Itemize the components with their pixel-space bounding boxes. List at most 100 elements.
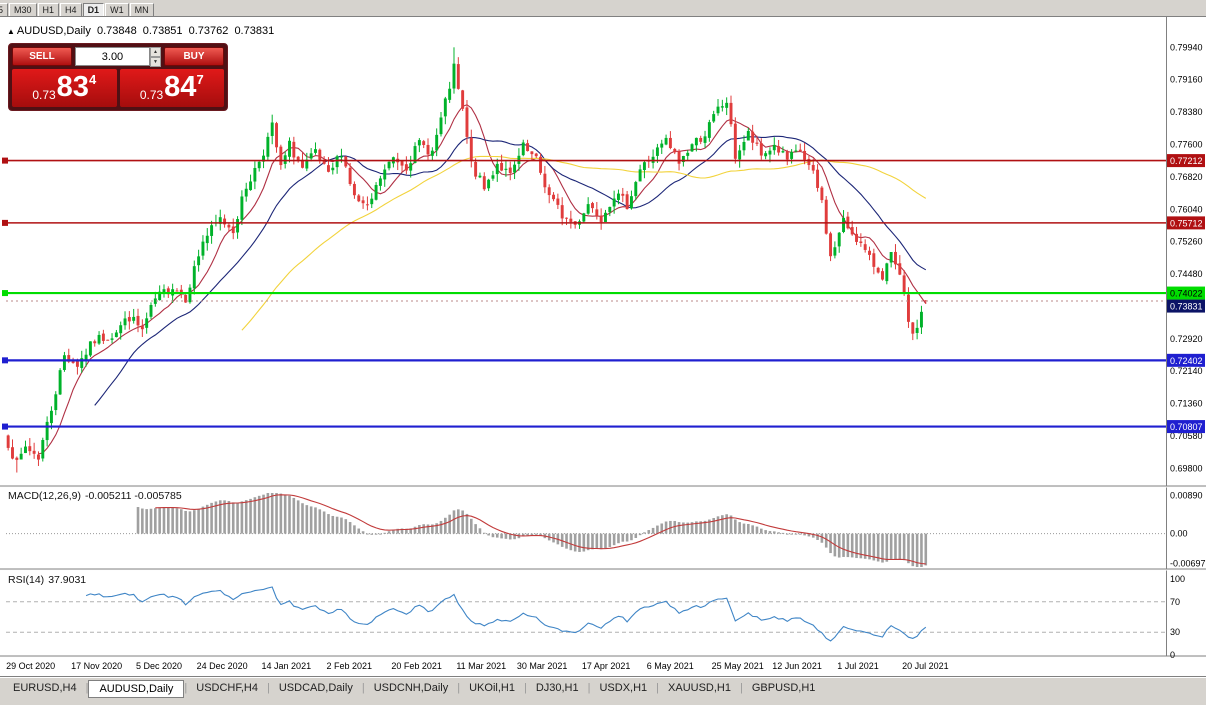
lot-decrease-button[interactable]: ▼	[149, 57, 161, 67]
tf-button-h1[interactable]: H1	[37, 3, 60, 17]
buy-price-main: 84	[164, 71, 197, 103]
buy-price-pip: 7	[196, 72, 204, 87]
svg-text:24 Dec 2020: 24 Dec 2020	[197, 661, 248, 671]
svg-text:17 Nov 2020: 17 Nov 2020	[71, 661, 122, 671]
chart-background	[0, 17, 1206, 677]
svg-text:5 Dec 2020: 5 Dec 2020	[136, 661, 182, 671]
tab-separator: |	[587, 682, 591, 694]
svg-text:11 Mar 2021: 11 Mar 2021	[456, 661, 506, 671]
svg-text:12 Jun 2021: 12 Jun 2021	[772, 661, 822, 671]
chart-area: 0.79940 0.79160 0.78380 0.77600 0.76820 0.760…	[0, 16, 1206, 677]
tab-separator: |	[85, 682, 89, 694]
tf-button-mn[interactable]: MN	[129, 3, 154, 17]
svg-text:2 Feb 2021: 2 Feb 2021	[326, 661, 372, 671]
tab-eurusd-h4[interactable]: EURUSD,H4	[13, 682, 77, 694]
svg-text:30: 30	[1170, 627, 1180, 637]
rsi-label: RSI(14)	[8, 574, 45, 586]
chart-canvas[interactable]: 0.79940 0.79160 0.78380 0.77600 0.76820 0.760…	[0, 17, 1206, 677]
level-badge: 0.77212	[1167, 154, 1205, 168]
tab-usdcnh-daily[interactable]: USDCNH,Daily	[373, 682, 449, 694]
tf-button-5[interactable]: 5	[0, 3, 9, 17]
ma-mid-line	[94, 135, 927, 406]
sell-price-display[interactable]: 0.73 83 4	[12, 69, 117, 107]
tab-separator: |	[267, 682, 270, 694]
tab-ukoil-h1[interactable]: UKOil,H1	[469, 682, 515, 694]
tab-usdx-h1[interactable]: USDX,H1	[599, 682, 648, 694]
svg-text:20 Feb 2021: 20 Feb 2021	[391, 661, 442, 671]
tab-audusd-daily[interactable]: AUDUSD,Daily	[88, 680, 185, 698]
rsi-value: 37.9031	[48, 574, 87, 586]
svg-text:0.72920: 0.72920	[1170, 334, 1203, 344]
svg-text:0.72402: 0.72402	[1170, 356, 1203, 366]
svg-text:30 Mar 2021: 30 Mar 2021	[517, 661, 568, 671]
chart-ohlc-header: ▲ AUDUSD,Daily 0.73848 0.73851 0.73762 0.…	[7, 25, 277, 37]
tab-gbpusd-h1[interactable]: GBPUSD,H1	[751, 682, 816, 694]
timeframe-toolbar: 5 M30 H1 H4 D1 W1 MN	[0, 0, 1206, 17]
svg-text:70: 70	[1170, 597, 1180, 607]
macd-label: MACD(12,26,9)	[8, 490, 81, 502]
tab-separator: |	[523, 682, 527, 694]
rsi-indicator-header: RSI(14) 37.9031	[8, 574, 90, 586]
svg-text:0.70807: 0.70807	[1170, 422, 1203, 432]
tab-usdchf-h4[interactable]: USDCHF,H4	[196, 682, 258, 694]
svg-text:0.79940: 0.79940	[1170, 42, 1203, 52]
svg-text:0.77600: 0.77600	[1170, 139, 1203, 149]
rsi-line	[85, 586, 927, 642]
ohlc-low: 0.73762	[188, 25, 229, 37]
level-line-anchor[interactable]	[2, 423, 8, 430]
tab-dj30-h1[interactable]: DJ30,H1	[535, 682, 579, 694]
svg-text:20 Jul 2021: 20 Jul 2021	[902, 661, 949, 671]
level-line-anchor[interactable]	[2, 157, 8, 164]
tf-button-m30[interactable]: M30	[9, 3, 37, 17]
price-axis: 0.79940 0.79160 0.78380 0.77600 0.76820 0.760…	[1170, 42, 1203, 473]
level-badge: 0.70807	[1167, 420, 1205, 434]
buy-button[interactable]: BUY	[164, 47, 224, 66]
symbol-marker-icon[interactable]: ▲	[7, 27, 15, 36]
svg-text:25 May 2021: 25 May 2021	[712, 661, 764, 671]
one-click-trading-panel: SELL ▲ ▼ BUY 0.73 83 4 0.73	[8, 43, 228, 111]
svg-text:-0.00697: -0.00697	[1170, 558, 1206, 568]
svg-text:0.76040: 0.76040	[1170, 204, 1203, 214]
ohlc-open: 0.73848	[96, 25, 137, 37]
buy-price-prefix: 0.73	[139, 88, 164, 102]
tab-separator: |	[656, 682, 660, 694]
tf-button-h4[interactable]: H4	[60, 3, 82, 17]
svg-text:0.72140: 0.72140	[1170, 366, 1203, 376]
level-badge: 0.75712	[1167, 216, 1205, 230]
tf-button-d1[interactable]: D1	[82, 3, 105, 17]
svg-text:0.75712: 0.75712	[1170, 218, 1203, 228]
lot-size-stepper: ▲ ▼	[75, 47, 161, 67]
macd-values: -0.005211 -0.005785	[84, 490, 182, 502]
sell-button[interactable]: SELL	[12, 47, 72, 66]
tab-separator: |	[361, 682, 365, 694]
level-line-anchor[interactable]	[2, 219, 8, 226]
sell-price-pip: 4	[88, 72, 97, 87]
svg-text:0.77212: 0.77212	[1170, 156, 1203, 166]
svg-text:14 Jan 2021: 14 Jan 2021	[262, 661, 312, 671]
tf-button-w1[interactable]: W1	[105, 3, 129, 17]
level-line-anchor[interactable]	[2, 290, 8, 297]
svg-text:0.75260: 0.75260	[1170, 237, 1203, 247]
level-badge: 0.72402	[1167, 353, 1205, 367]
tab-xauusd-h1[interactable]: XAUUSD,H1	[668, 682, 731, 694]
macd-indicator-header: MACD(12,26,9) -0.005211 -0.005785	[8, 490, 186, 502]
lot-increase-button[interactable]: ▲	[149, 47, 161, 57]
lot-size-input[interactable]	[75, 47, 150, 66]
svg-text:0.69800: 0.69800	[1170, 463, 1203, 473]
tab-usdcad-daily[interactable]: USDCAD,Daily	[278, 682, 353, 694]
svg-text:6 May 2021: 6 May 2021	[647, 661, 694, 671]
svg-text:0.00: 0.00	[1170, 529, 1188, 539]
level-badge: 0.74022	[1167, 286, 1205, 300]
level-line-anchor[interactable]	[2, 357, 8, 364]
svg-text:0.74022: 0.74022	[1170, 289, 1203, 299]
svg-text:0.78380: 0.78380	[1170, 107, 1203, 117]
buy-price-display[interactable]: 0.73 84 7	[119, 69, 224, 107]
svg-text:100: 100	[1170, 574, 1185, 584]
svg-text:0.70580: 0.70580	[1170, 431, 1203, 441]
date-axis: 29 Oct 2020 17 Nov 2020 5 Dec 2020 24 Dec 2…	[6, 661, 949, 671]
ohlc-high: 0.73851	[142, 25, 183, 37]
sell-price-main: 83	[56, 71, 89, 103]
chart-tab-bar: EURUSD,H4 | AUDUSD,Daily | USDCHF,H4 | USDCAD,…	[0, 676, 1206, 705]
svg-text:1 Jul 2021: 1 Jul 2021	[837, 661, 879, 671]
